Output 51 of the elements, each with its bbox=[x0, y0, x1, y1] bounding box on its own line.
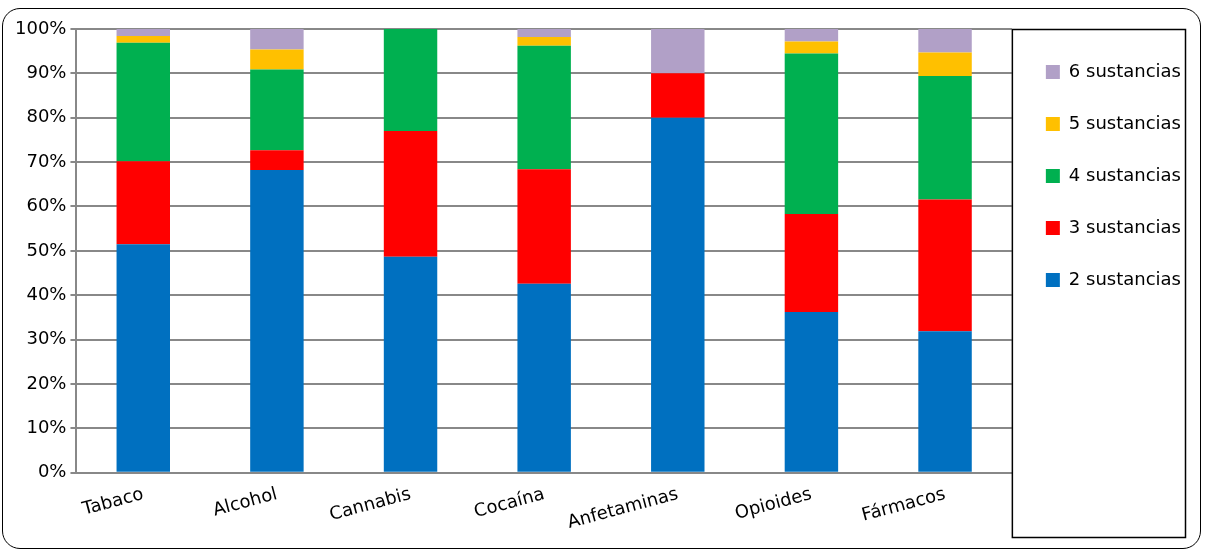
y-tick-label: 80% bbox=[26, 105, 67, 127]
bar bbox=[651, 73, 705, 118]
bar bbox=[918, 331, 972, 472]
bar bbox=[116, 29, 170, 37]
bar bbox=[250, 170, 304, 472]
bar bbox=[918, 76, 972, 200]
y-tick-label: 30% bbox=[26, 327, 67, 349]
bar bbox=[517, 36, 571, 46]
bar bbox=[383, 131, 438, 257]
bar bbox=[784, 312, 839, 472]
bar bbox=[651, 29, 705, 74]
bar bbox=[784, 29, 839, 42]
x-tick-label: Tabaco bbox=[78, 482, 146, 519]
y-tick-label: 20% bbox=[26, 371, 67, 393]
y-tick-label: 10% bbox=[26, 416, 67, 438]
y-tick-label: 40% bbox=[26, 282, 67, 304]
x-tick-label: Opioides bbox=[732, 482, 814, 523]
bar bbox=[784, 41, 839, 54]
bar bbox=[517, 283, 571, 472]
bar bbox=[517, 29, 571, 37]
bar bbox=[250, 69, 304, 151]
bar bbox=[250, 49, 304, 70]
bar bbox=[517, 45, 571, 170]
legend-label: 4 sustancias bbox=[1068, 163, 1181, 185]
legend-label: 2 sustancias bbox=[1068, 267, 1181, 289]
legend-label: 6 sustancias bbox=[1068, 59, 1181, 81]
bar bbox=[383, 256, 438, 472]
bar bbox=[918, 29, 972, 53]
bar bbox=[784, 214, 839, 313]
bar bbox=[918, 52, 972, 77]
bar bbox=[250, 150, 304, 171]
x-tick-label: Alcohol bbox=[210, 482, 280, 520]
y-tick-label: 0% bbox=[37, 460, 67, 482]
bar bbox=[116, 42, 170, 162]
y-tick-label: 90% bbox=[26, 61, 67, 83]
legend-label: 3 sustancias bbox=[1068, 215, 1181, 237]
x-tick-label: Cocaína bbox=[471, 482, 547, 522]
bar bbox=[116, 36, 170, 43]
y-tick-label: 100% bbox=[14, 16, 67, 38]
bar bbox=[784, 53, 839, 215]
bar bbox=[651, 117, 705, 472]
bar bbox=[383, 29, 438, 132]
bar bbox=[116, 161, 170, 245]
y-tick-label: 70% bbox=[26, 149, 67, 171]
bar bbox=[250, 29, 304, 50]
y-tick-label: 60% bbox=[26, 194, 67, 216]
legend-label: 5 sustancias bbox=[1068, 111, 1181, 133]
bar bbox=[116, 244, 170, 472]
bar bbox=[918, 199, 972, 332]
bar bbox=[517, 169, 571, 284]
y-tick-label: 50% bbox=[26, 238, 67, 260]
